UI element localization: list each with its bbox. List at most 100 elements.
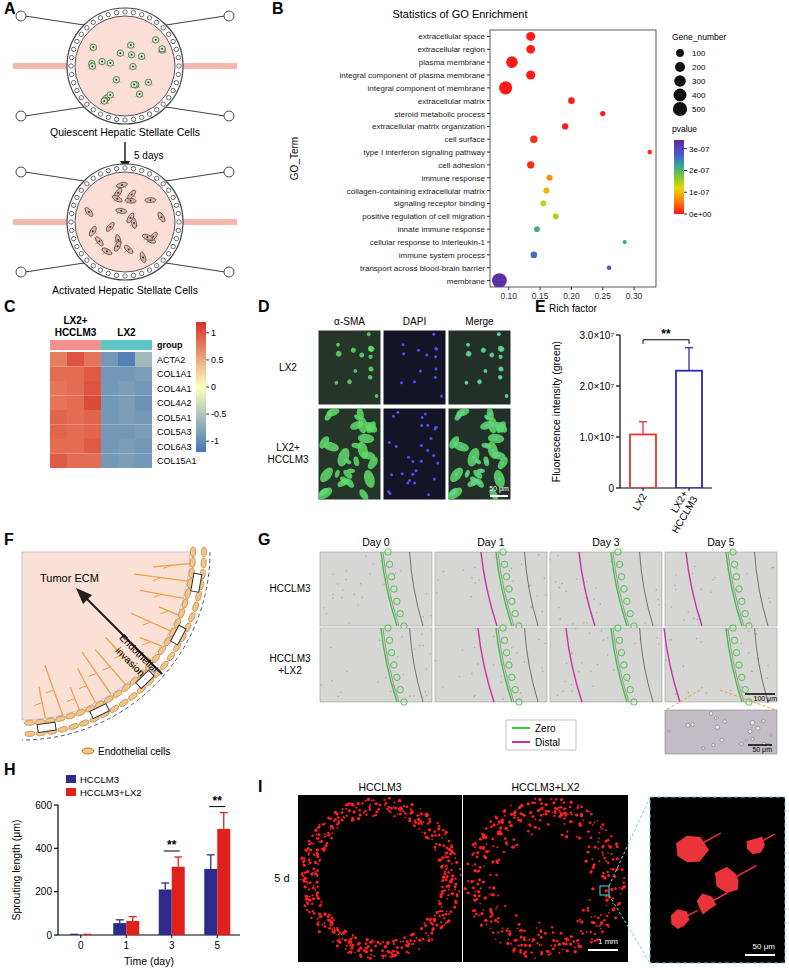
error-bar <box>642 422 643 435</box>
cell-signal <box>338 821 341 824</box>
cell-signal <box>320 840 323 843</box>
activated-cell <box>126 189 137 201</box>
cell-stain <box>335 342 340 347</box>
cell-stain <box>448 465 466 484</box>
speckle <box>586 581 588 583</box>
legend-title: pvalue <box>672 124 697 134</box>
cell-signal <box>517 818 520 821</box>
cell-signal <box>532 816 534 818</box>
cell-signal <box>456 894 459 897</box>
sprout-branch <box>79 686 87 689</box>
nucleus-stain <box>388 441 391 444</box>
cell-signal <box>431 928 434 931</box>
nucleus <box>109 62 111 64</box>
point <box>607 265 612 270</box>
cell-signal <box>324 833 326 835</box>
cell-stain <box>504 393 509 398</box>
legend-size <box>674 75 686 87</box>
cell-signal <box>454 885 457 888</box>
tick <box>487 139 490 140</box>
cell-signal <box>435 849 437 851</box>
speckle <box>426 593 428 595</box>
pillar <box>155 20 159 24</box>
panel-label: B <box>272 0 284 17</box>
cell-signal <box>394 807 396 809</box>
nucleus-stain <box>498 477 501 480</box>
endothelial-cell <box>75 709 86 717</box>
cell-signal <box>544 932 547 935</box>
cell-signal <box>333 820 335 822</box>
cell-signal <box>444 854 446 856</box>
point <box>530 135 538 143</box>
row-label: COL5A1 <box>157 413 192 423</box>
text-line: HCCLM3 <box>269 583 311 594</box>
points <box>492 32 652 287</box>
cell-signal <box>579 822 581 824</box>
cell-signal <box>310 842 312 844</box>
tick <box>487 177 490 178</box>
cell-signal <box>425 932 427 934</box>
cell-signal <box>576 920 578 922</box>
bar <box>126 921 139 935</box>
nucleus-stain <box>420 424 423 427</box>
cell-signal <box>406 940 409 943</box>
cell-signal <box>435 923 438 926</box>
nucleus <box>130 200 132 202</box>
tick-label: 400 <box>35 843 52 854</box>
cell-signal <box>319 915 322 918</box>
cell-signal <box>473 869 476 872</box>
heat-cell <box>50 352 67 367</box>
cell-stain <box>334 469 341 478</box>
cell-signal <box>523 939 525 941</box>
cell-signal <box>605 860 607 862</box>
cell-signal <box>317 918 319 920</box>
cell-signal <box>393 943 395 945</box>
channel-edge <box>755 552 768 626</box>
cell-signal <box>497 931 499 933</box>
nucleus <box>129 217 131 219</box>
row-label: COL5A3 <box>157 427 192 437</box>
micrograph <box>435 549 547 629</box>
heat-cell <box>135 454 152 469</box>
speckle <box>474 695 476 697</box>
legend-label: Distal <box>535 737 560 748</box>
tick <box>684 192 687 193</box>
heat-cell <box>84 352 101 367</box>
cell-signal <box>485 850 488 853</box>
cell-signal <box>589 831 591 833</box>
pillar <box>85 258 89 262</box>
cell-signal <box>589 931 591 933</box>
cell-signal <box>531 815 534 818</box>
cell-signal <box>428 939 431 942</box>
error-bar <box>165 883 166 890</box>
cell-signal <box>440 926 443 929</box>
tick <box>487 113 490 114</box>
cell-signal <box>322 823 325 826</box>
nucleus-stain <box>490 354 493 357</box>
cell-speck <box>770 734 772 736</box>
activated-cell <box>123 244 134 255</box>
pillar <box>75 195 79 199</box>
cell-signal <box>316 896 318 898</box>
nucleus-stain <box>472 456 475 459</box>
cell-stain <box>339 475 351 486</box>
cell-speck <box>691 723 694 726</box>
channel-edge <box>755 628 768 702</box>
nucleus-stain <box>501 462 504 465</box>
cell-signal <box>490 826 492 828</box>
cell-signal <box>508 821 511 824</box>
legend-swatch <box>512 727 530 729</box>
cell-signal <box>392 940 395 943</box>
cell-signal <box>589 899 591 901</box>
cell-signal <box>333 919 335 921</box>
cell-signal <box>369 805 371 807</box>
port <box>224 111 234 121</box>
cell-signal <box>531 833 533 835</box>
sprout <box>82 652 111 694</box>
cell-signal <box>300 879 302 881</box>
tick-label: 0e+00 <box>689 210 712 219</box>
cell-signal <box>605 898 608 901</box>
pillar <box>171 195 175 199</box>
speckle <box>510 658 512 660</box>
point <box>526 45 535 54</box>
